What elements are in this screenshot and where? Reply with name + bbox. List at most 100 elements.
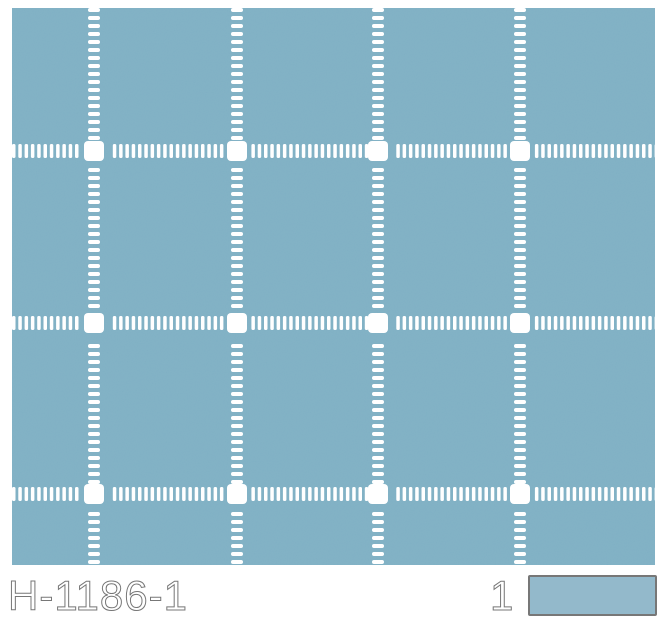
vertical-stitch bbox=[88, 24, 100, 28]
horizontal-stitch bbox=[219, 316, 224, 330]
vertical-stitch bbox=[514, 512, 526, 516]
horizontal-stitch bbox=[12, 144, 16, 158]
horizontal-stitch bbox=[213, 316, 218, 330]
horizontal-stitch bbox=[270, 144, 274, 158]
vertical-stitch bbox=[231, 440, 243, 444]
horizontal-stitch bbox=[150, 316, 155, 330]
grid-intersection-square bbox=[227, 141, 247, 161]
vertical-stitch bbox=[514, 440, 526, 444]
vertical-stitch bbox=[372, 552, 384, 556]
horizontal-stitch bbox=[415, 316, 419, 330]
horizontal-stitch bbox=[257, 144, 262, 158]
horizontal-stitch bbox=[597, 316, 602, 330]
horizontal-stitch bbox=[629, 144, 633, 158]
grid-intersection-square bbox=[510, 141, 530, 161]
vertical-stitch bbox=[372, 416, 384, 420]
vertical-stitch bbox=[88, 184, 100, 188]
vertical-stitch bbox=[231, 256, 243, 260]
horizontal-stitch bbox=[484, 487, 488, 501]
horizontal-stitch bbox=[446, 487, 451, 501]
horizontal-stitch bbox=[175, 487, 180, 501]
horizontal-stitch bbox=[62, 487, 66, 501]
vertical-stitch bbox=[231, 360, 243, 364]
vertical-stitch bbox=[372, 200, 384, 204]
horizontal-stitch bbox=[453, 316, 457, 330]
vertical-stitch bbox=[231, 456, 243, 460]
vertical-stitch bbox=[88, 256, 100, 260]
horizontal-stitch bbox=[30, 316, 35, 330]
vertical-stitch bbox=[231, 376, 243, 380]
vertical-stitch bbox=[88, 416, 100, 420]
vertical-stitch bbox=[231, 464, 243, 468]
horizontal-stitch bbox=[37, 144, 41, 158]
vertical-stitch bbox=[231, 120, 243, 124]
horizontal-stitch bbox=[18, 316, 22, 330]
horizontal-stitch bbox=[289, 144, 293, 158]
horizontal-stitch bbox=[119, 487, 123, 501]
vertical-stitch bbox=[514, 432, 526, 436]
horizontal-stitch bbox=[503, 144, 507, 158]
vertical-stitch bbox=[514, 240, 526, 244]
horizontal-stitch bbox=[194, 316, 199, 330]
horizontal-stitch bbox=[478, 316, 482, 330]
horizontal-stitch bbox=[49, 487, 54, 501]
horizontal-stitch bbox=[12, 487, 16, 501]
vertical-stitch bbox=[514, 264, 526, 268]
vertical-stitch bbox=[372, 272, 384, 276]
vertical-stitch bbox=[231, 408, 243, 412]
vertical-stitch bbox=[514, 112, 526, 116]
horizontal-stitch bbox=[30, 144, 35, 158]
horizontal-stitch bbox=[345, 144, 350, 158]
horizontal-stitch bbox=[201, 316, 205, 330]
vertical-stitch bbox=[372, 208, 384, 212]
vertical-stitch bbox=[514, 40, 526, 44]
vertical-stitch bbox=[514, 352, 526, 356]
vertical-stitch bbox=[514, 120, 526, 124]
vertical-stitch bbox=[372, 80, 384, 84]
vertical-stitch bbox=[231, 512, 243, 516]
vertical-stitch bbox=[372, 104, 384, 108]
vertical-stitch bbox=[514, 368, 526, 372]
horizontal-stitch bbox=[503, 316, 507, 330]
horizontal-stitch bbox=[68, 144, 73, 158]
horizontal-stitch bbox=[49, 144, 54, 158]
horizontal-stitch bbox=[427, 144, 432, 158]
vertical-stitch bbox=[231, 344, 243, 348]
horizontal-stitch bbox=[579, 316, 583, 330]
horizontal-stitch bbox=[219, 487, 224, 501]
vertical-stitch bbox=[88, 536, 100, 540]
horizontal-stitch bbox=[490, 144, 495, 158]
horizontal-stitch bbox=[597, 144, 602, 158]
vertical-stitch bbox=[231, 112, 243, 116]
horizontal-stitch bbox=[182, 316, 186, 330]
vertical-stitch bbox=[372, 88, 384, 92]
horizontal-stitch bbox=[572, 144, 577, 158]
grid-intersection-square bbox=[84, 484, 104, 504]
vertical-stitch bbox=[231, 472, 243, 476]
vertical-stitch bbox=[372, 48, 384, 52]
vertical-stitch bbox=[372, 24, 384, 28]
horizontal-stitch bbox=[358, 487, 362, 501]
grid-intersection-square bbox=[84, 141, 104, 161]
horizontal-stitch bbox=[75, 144, 79, 158]
vertical-stitch bbox=[514, 96, 526, 100]
vertical-stitch bbox=[88, 56, 100, 60]
horizontal-stitch bbox=[119, 316, 123, 330]
vertical-stitch bbox=[88, 88, 100, 92]
vertical-stitch bbox=[372, 440, 384, 444]
vertical-stitch bbox=[372, 528, 384, 532]
horizontal-stitch bbox=[534, 144, 539, 158]
vertical-stitch bbox=[372, 480, 384, 484]
horizontal-stitch bbox=[43, 487, 47, 501]
horizontal-stitch bbox=[610, 487, 614, 501]
grid-intersection-square bbox=[368, 484, 388, 504]
vertical-stitch bbox=[514, 168, 526, 172]
vertical-stitch bbox=[372, 520, 384, 524]
horizontal-stitch bbox=[289, 487, 293, 501]
horizontal-stitch bbox=[251, 316, 255, 330]
vertical-stitch bbox=[88, 376, 100, 380]
horizontal-stitch bbox=[188, 316, 192, 330]
horizontal-stitch bbox=[163, 316, 167, 330]
vertical-stitch bbox=[88, 104, 100, 108]
horizontal-stitch bbox=[301, 487, 306, 501]
